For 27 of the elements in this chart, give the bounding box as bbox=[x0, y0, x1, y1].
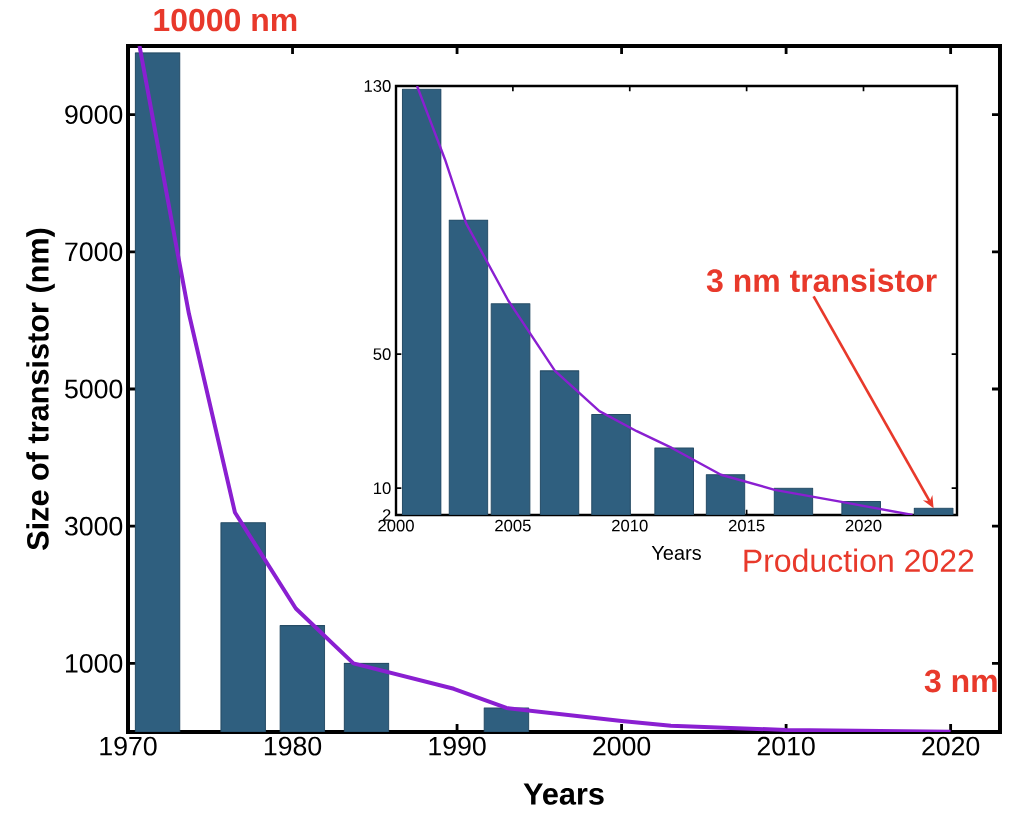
annotation: Production 2022 bbox=[744, 548, 974, 573]
x-tick-label: 2020 bbox=[845, 519, 882, 532]
x-tick-label: 2005 bbox=[495, 519, 531, 532]
y-tick-label: 130 bbox=[364, 80, 391, 92]
x-tick-label: 1980 bbox=[264, 736, 322, 756]
x-tick-label: 2010 bbox=[612, 519, 648, 532]
x-tick-label: 2000 bbox=[378, 519, 414, 532]
y-tick-label: 3000 bbox=[65, 516, 123, 536]
y-tick-label: 10 bbox=[374, 482, 391, 495]
y-tick-label: 7000 bbox=[65, 242, 123, 262]
y-tick-label: 5000 bbox=[65, 379, 123, 399]
x-axis-title: Years bbox=[651, 545, 701, 560]
x-axis-title: Years bbox=[523, 783, 604, 805]
x-tick-label: 2015 bbox=[728, 519, 765, 532]
x-tick-label: 2000 bbox=[593, 736, 651, 756]
x-tick-label: 1970 bbox=[100, 736, 157, 756]
y-tick-label: 9000 bbox=[65, 105, 123, 125]
text: 10000 nm bbox=[154, 8, 297, 32]
annotation: 3 nm bbox=[924, 669, 997, 693]
x-tick-label: 1990 bbox=[429, 736, 486, 756]
y-tick-label: 2 bbox=[382, 509, 391, 521]
y-tick-label: 1000 bbox=[66, 653, 123, 673]
y-axis-title: Size of transistor (nm) bbox=[26, 228, 55, 550]
y-tick-label: 50 bbox=[373, 348, 391, 361]
annotation: 3 nm transistor bbox=[706, 268, 937, 293]
x-tick-label: 2020 bbox=[922, 736, 980, 756]
x-tick-label: 2010 bbox=[757, 736, 815, 756]
